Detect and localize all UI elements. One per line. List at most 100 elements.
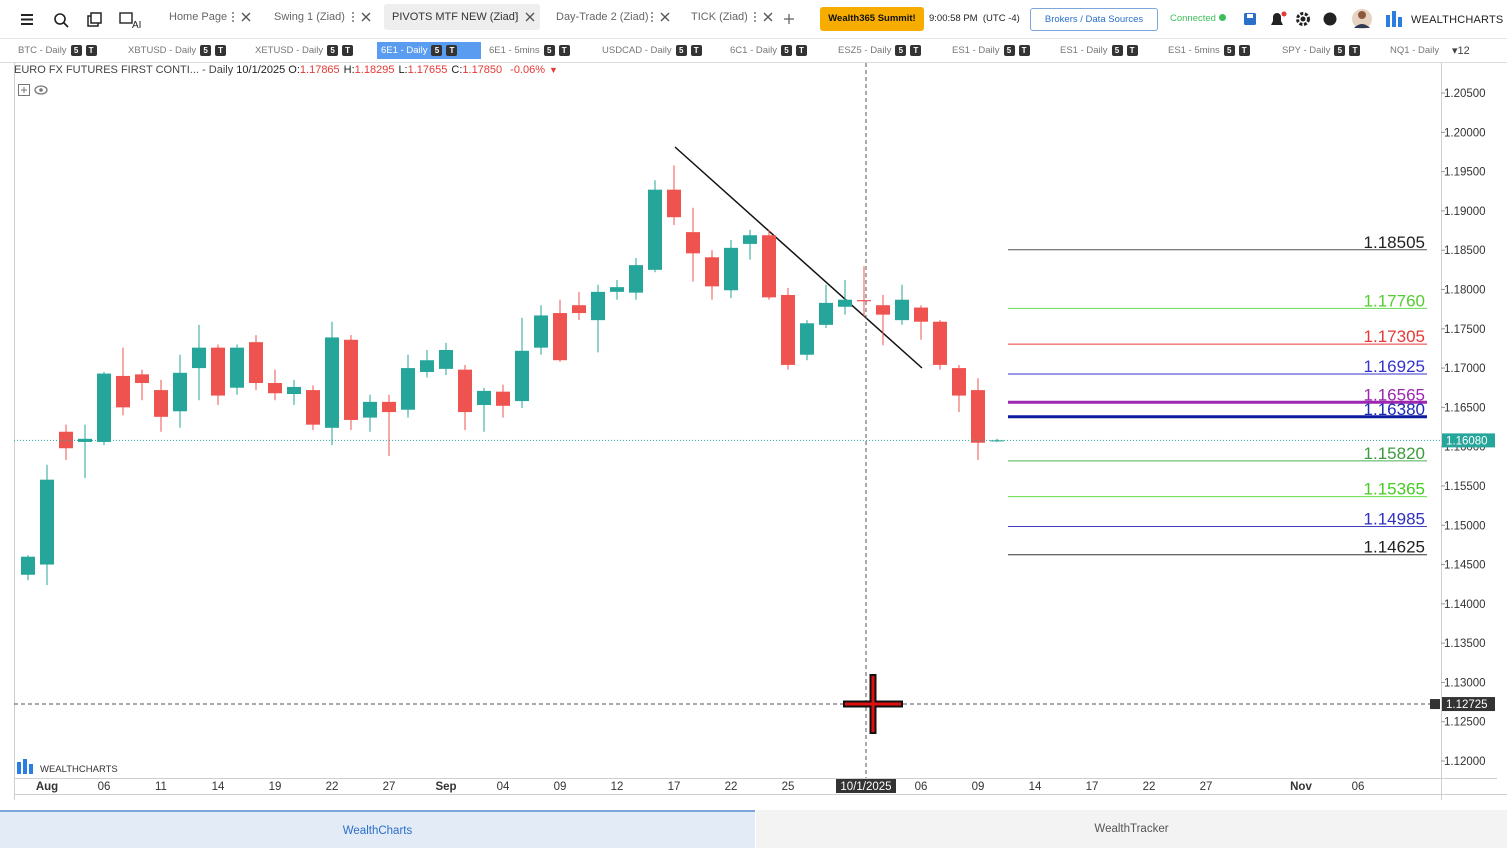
symbol-tab[interactable]: SPY - Daily 5 T (1278, 42, 1380, 59)
bottom-tab[interactable]: WealthCharts (0, 810, 755, 848)
x-tick-label: 14 (1029, 781, 1042, 793)
layouts-icon[interactable] (87, 12, 102, 27)
y-tick-label: 1.18000 (1444, 284, 1486, 296)
tab-actions[interactable] (752, 4, 776, 30)
tab-close (241, 12, 251, 22)
tab-actions[interactable] (649, 4, 673, 30)
candle-body (249, 342, 263, 384)
symbol-tab[interactable]: 6E1 - Daily 5 T (377, 42, 481, 59)
menu-icon[interactable] (21, 14, 33, 25)
y-tick-label: 1.15500 (1444, 481, 1486, 493)
ohlc-label: L: (398, 64, 408, 76)
candle-body (363, 401, 377, 418)
workspace-tab[interactable]: Swing 1 (Ziad) (266, 4, 376, 30)
candle-body (325, 337, 339, 428)
save-icon[interactable] (1244, 13, 1256, 25)
symbol-tab[interactable]: BTC - Daily 5 T (14, 42, 116, 59)
x-tick-label: 25 (782, 781, 795, 793)
candle-body (933, 321, 947, 365)
symbol-badge: 5 (543, 45, 555, 56)
x-tick-label: 17 (1086, 781, 1099, 793)
symbol-tab[interactable]: ESZ5 - Daily 5 T (834, 42, 936, 59)
candle-body (914, 307, 928, 322)
symbol-label: 6E1 - Daily (381, 45, 428, 56)
workspace-tab[interactable]: PIVOTS MTF NEW (Ziad) (384, 4, 540, 30)
symbol-tab[interactable]: XETUSD - Daily 5 T (251, 42, 354, 59)
symbol-badge: T (690, 45, 702, 56)
tab-actions[interactable] (230, 4, 254, 30)
brokers-button[interactable]: Brokers / Data Sources (1030, 8, 1158, 31)
symbol-badge: 5 (781, 45, 792, 56)
y-tick-label: 1.14000 (1444, 599, 1486, 611)
candle-body (439, 350, 453, 369)
symbol-tab[interactable]: XBTUSD - Daily 5 T (124, 42, 227, 59)
symbol-tab[interactable]: USDCAD - Daily 5 T (598, 42, 702, 59)
candle-body (154, 390, 168, 417)
ai-icon[interactable]: AI (119, 12, 141, 31)
candle-body (553, 313, 567, 361)
symbol-tab[interactable]: 6E1 - 5mins 5 T (485, 42, 587, 59)
symbol-tab[interactable]: ES1 - Daily 5 T (948, 42, 1050, 59)
y-tick-label: 1.20000 (1444, 127, 1486, 139)
symbol-title: EURO FX FUTURES FIRST CONTI... (14, 64, 199, 76)
visibility-icon[interactable] (34, 85, 48, 95)
symbol-tab[interactable]: ES1 - Daily 5 T (1056, 42, 1158, 59)
avatar[interactable] (1352, 9, 1372, 29)
symbol-label: ES1 - Daily (952, 45, 1000, 56)
x-tick-label: 27 (383, 781, 396, 793)
symbol-tab[interactable]: ES1 - 5mins 5 T (1164, 42, 1266, 59)
tab-actions[interactable] (350, 4, 374, 30)
x-tick-label: 11 (155, 781, 167, 793)
promo-button[interactable]: Wealth365 Summit! (820, 7, 924, 31)
x-tick-label: 22 (326, 781, 339, 793)
workspace-tab[interactable]: Home Page (161, 4, 256, 30)
help-icon[interactable] (1323, 12, 1337, 26)
candle-body (781, 294, 795, 365)
tab-menu-dot (232, 16, 234, 18)
workspace-tab[interactable]: TICK (Ziad) (683, 4, 778, 30)
symbol-label: ES1 - 5mins (1168, 45, 1220, 56)
tab-actions[interactable] (514, 4, 538, 30)
tab-close (660, 12, 670, 22)
symbol-label: 6E1 - 5mins (489, 45, 540, 56)
crosshair-date-box (836, 779, 896, 793)
candle-body (534, 315, 548, 348)
symbol-label: SPY - Daily (1282, 45, 1331, 56)
tab-menu-dot (754, 20, 756, 22)
crosshair-add-box (1430, 699, 1440, 710)
pivot-label: 1.16380 (1364, 400, 1425, 419)
logo: WEALTHCHARTS (1411, 14, 1504, 26)
tab-menu-dot (516, 16, 518, 18)
ohlc-label: H: (343, 64, 355, 76)
symbol-badge: T (342, 45, 354, 56)
candle-body (876, 305, 890, 315)
candle-body (211, 347, 225, 396)
bottom-tab[interactable]: WealthTracker (756, 810, 1507, 848)
x-tick-label: 22 (1143, 781, 1156, 793)
tab-menu-dot (352, 12, 354, 14)
tab-label: Swing 1 (Ziad) (274, 11, 345, 23)
pivot-label: 1.14985 (1364, 509, 1425, 528)
symbol-badge: 5 (895, 45, 907, 56)
candle-body (344, 339, 358, 420)
settings-icon[interactable] (1296, 12, 1310, 26)
search-icon[interactable] (54, 13, 69, 28)
new-tab-button[interactable] (782, 12, 796, 26)
tab-close (361, 12, 371, 22)
x-tick-label: 22 (725, 781, 738, 793)
crosshair-price-box (1442, 697, 1495, 712)
change: -0.06% (510, 64, 546, 76)
plot-area (14, 63, 1441, 778)
x-tick-label: 09 (972, 781, 985, 793)
candle-body (287, 386, 301, 395)
tab-label: TICK (Ziad) (691, 11, 748, 23)
more-tabs[interactable]: ▾12 (1452, 45, 1470, 57)
alerts-icon[interactable] (1271, 11, 1287, 26)
symbol-tab[interactable]: NQ1 - Daily (1386, 42, 1488, 59)
symbol-label: USDCAD - Daily (602, 45, 672, 56)
add-indicator-icon[interactable] (18, 84, 30, 96)
candle-body (496, 391, 510, 406)
y-tick-label: 1.12500 (1444, 717, 1486, 729)
workspace-tab[interactable]: Day-Trade 2 (Ziad) (548, 4, 675, 30)
symbol-tab[interactable]: 6C1 - Daily 5 T (726, 42, 828, 59)
